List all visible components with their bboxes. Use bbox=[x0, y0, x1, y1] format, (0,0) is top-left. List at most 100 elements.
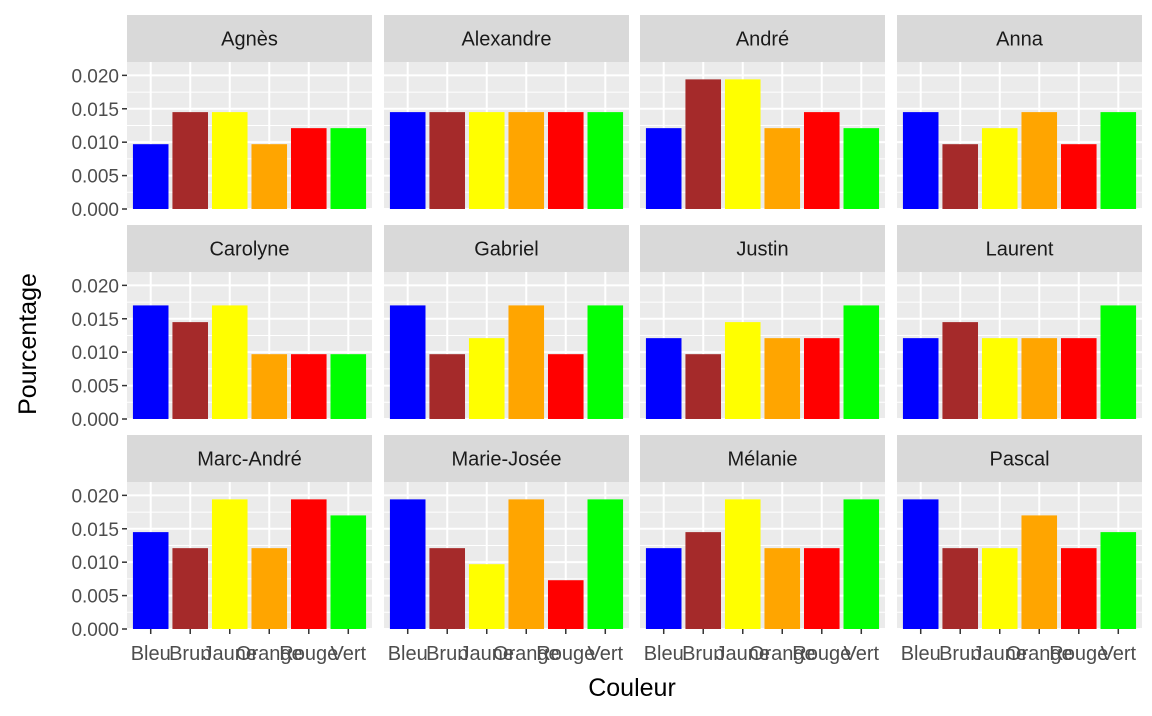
panel-strip bbox=[897, 15, 1142, 62]
bar-alexandre-rouge bbox=[547, 112, 584, 209]
x-tick-label: Rouge bbox=[279, 643, 338, 665]
panel-title: Carolyne bbox=[209, 239, 289, 261]
bar-andre-bleu bbox=[645, 128, 682, 209]
panel-laurent: Laurent bbox=[897, 225, 1142, 420]
y-tick-label: 0.000 bbox=[71, 410, 119, 431]
bar-andre-brun bbox=[685, 79, 722, 209]
panel-andre: André bbox=[640, 15, 885, 210]
y-tick-label: 0.010 bbox=[71, 343, 119, 364]
bar-andre-vert bbox=[843, 128, 880, 209]
panel-anna: Anna bbox=[897, 15, 1142, 210]
x-tick-label: Orange bbox=[493, 643, 560, 665]
bar-anna-rouge bbox=[1060, 144, 1097, 209]
x-tick-label: Jaune bbox=[459, 643, 514, 665]
bar-andre-rouge bbox=[803, 112, 840, 209]
panel-title: Laurent bbox=[986, 239, 1054, 261]
bar-marc-andre-rouge bbox=[290, 499, 327, 629]
bar-anna-jaune bbox=[981, 128, 1018, 209]
bar-pascal-brun bbox=[942, 548, 979, 629]
bar-laurent-rouge bbox=[1060, 338, 1097, 419]
panel-strip bbox=[384, 15, 629, 62]
panel-strip bbox=[127, 435, 372, 482]
bar-pascal-bleu bbox=[902, 499, 939, 629]
x-tick-label: Brun bbox=[169, 643, 211, 665]
panel-marc-andre: Marc-André 0.000 0.005 0.010 0.015 0.020 BleuB… bbox=[71, 435, 372, 665]
bar-justin-rouge bbox=[803, 338, 840, 419]
bar-marie-josee-vert bbox=[587, 499, 624, 629]
y-tick-label: 0.005 bbox=[71, 167, 119, 188]
bar-alexandre-brun bbox=[429, 112, 466, 209]
x-tick-label: Rouge bbox=[792, 643, 851, 665]
y-tick-label: 0.005 bbox=[71, 587, 119, 608]
x-tick-label: Brun bbox=[682, 643, 724, 665]
bar-marc-andre-brun bbox=[172, 548, 209, 629]
panel-strip bbox=[640, 435, 885, 482]
y-tick-label: 0.015 bbox=[71, 520, 119, 541]
panel-justin: Justin bbox=[640, 225, 885, 420]
bar-laurent-brun bbox=[942, 322, 979, 419]
bar-marie-josee-orange bbox=[508, 499, 545, 629]
bar-melanie-vert bbox=[843, 499, 880, 629]
y-tick-label: 0.000 bbox=[71, 620, 119, 641]
panel-strip bbox=[384, 435, 629, 482]
bar-gabriel-jaune bbox=[468, 338, 505, 419]
panel-title: Justin bbox=[736, 239, 788, 261]
bar-justin-bleu bbox=[645, 338, 682, 419]
bar-justin-brun bbox=[685, 354, 722, 419]
bar-alexandre-orange bbox=[508, 112, 545, 209]
x-tick-label: Bleu bbox=[388, 643, 428, 665]
bar-pascal-rouge bbox=[1060, 548, 1097, 629]
bar-alexandre-bleu bbox=[389, 112, 426, 209]
bar-melanie-brun bbox=[685, 532, 722, 629]
bar-marie-josee-bleu bbox=[389, 499, 426, 629]
bar-melanie-jaune bbox=[724, 499, 761, 629]
bar-carolyne-bleu bbox=[132, 305, 169, 419]
panel-strip bbox=[127, 15, 372, 62]
bar-marc-andre-jaune bbox=[211, 499, 248, 629]
bar-pascal-jaune bbox=[981, 548, 1018, 629]
bar-anna-brun bbox=[942, 144, 979, 209]
panel-alexandre: Alexandre bbox=[384, 15, 629, 210]
panel-strip bbox=[897, 435, 1142, 482]
bar-anna-orange bbox=[1021, 112, 1058, 209]
x-tick-label: Bleu bbox=[901, 643, 941, 665]
x-tick-label: Rouge bbox=[1049, 643, 1108, 665]
bar-carolyne-rouge bbox=[290, 354, 327, 419]
bar-marc-andre-vert bbox=[330, 515, 367, 629]
bar-melanie-rouge bbox=[803, 548, 840, 629]
y-tick-label: 0.020 bbox=[71, 66, 119, 87]
bar-marie-josee-brun bbox=[429, 548, 466, 629]
panel-title: Mélanie bbox=[727, 449, 797, 471]
x-tick-label: Vert bbox=[331, 643, 367, 665]
bar-alexandre-vert bbox=[587, 112, 624, 209]
bar-pascal-vert bbox=[1100, 532, 1137, 629]
bar-anna-vert bbox=[1100, 112, 1137, 209]
x-tick-label: Vert bbox=[588, 643, 624, 665]
x-tick-label: Jaune bbox=[972, 643, 1027, 665]
y-tick-label: 0.015 bbox=[71, 310, 119, 331]
bar-justin-jaune bbox=[724, 322, 761, 419]
bar-anna-bleu bbox=[902, 112, 939, 209]
bar-carolyne-brun bbox=[172, 322, 209, 419]
bar-carolyne-jaune bbox=[211, 305, 248, 419]
x-tick-label: Jaune bbox=[202, 643, 257, 665]
bar-melanie-orange bbox=[764, 548, 801, 629]
panel-strip bbox=[897, 225, 1142, 272]
y-tick-label: 0.000 bbox=[71, 200, 119, 221]
panel-title: Marc-André bbox=[197, 449, 301, 471]
panel-strip bbox=[127, 225, 372, 272]
bar-pascal-orange bbox=[1021, 515, 1058, 629]
panel-agnes: Agnès 0.000 0.005 0.010 0.015 0.020 bbox=[71, 15, 372, 221]
bar-agnes-jaune bbox=[211, 112, 248, 209]
panel-title: Anna bbox=[996, 29, 1044, 51]
panel-title: Alexandre bbox=[461, 29, 551, 51]
panel-strip bbox=[640, 225, 885, 272]
panel-title: Pascal bbox=[989, 449, 1049, 471]
bar-marie-josee-rouge bbox=[547, 580, 584, 629]
x-tick-label: Bleu bbox=[131, 643, 171, 665]
